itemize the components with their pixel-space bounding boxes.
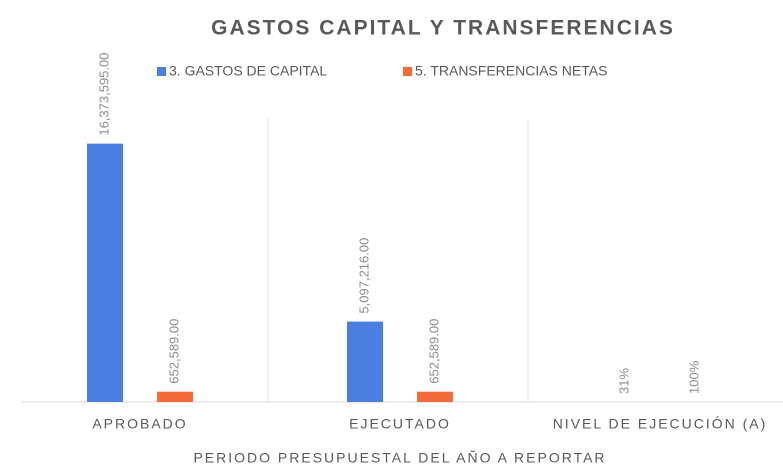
bar: [87, 143, 123, 402]
legend-label: 5. TRANSFERENCIAS NETAS: [415, 63, 607, 79]
legend-label: 3. GASTOS DE CAPITAL: [169, 63, 327, 79]
x-axis-title: PERIODO PRESUPUESTAL DEL AÑO A REPORTAR: [193, 450, 606, 466]
legend-swatch: [157, 67, 166, 76]
bar: [157, 391, 193, 402]
value-label: 652,589.00: [426, 319, 441, 384]
x-tick-label: EJECUTADO: [349, 416, 451, 432]
value-label: 31%: [616, 368, 631, 394]
x-tick-label: NIVEL DE EJECUCIÓN (A): [553, 416, 768, 432]
value-label: 5,097,216.00: [356, 238, 371, 314]
legend-swatch: [403, 67, 412, 76]
value-label: 100%: [686, 360, 701, 394]
value-label: 16,373,595.00: [96, 53, 111, 136]
value-label: 652,589.00: [166, 319, 181, 384]
chart-title: GASTOS CAPITAL Y TRANSFERENCIAS: [211, 17, 675, 40]
x-tick-label: APROBADO: [92, 416, 187, 432]
bar: [417, 391, 453, 402]
bar: [347, 321, 383, 402]
